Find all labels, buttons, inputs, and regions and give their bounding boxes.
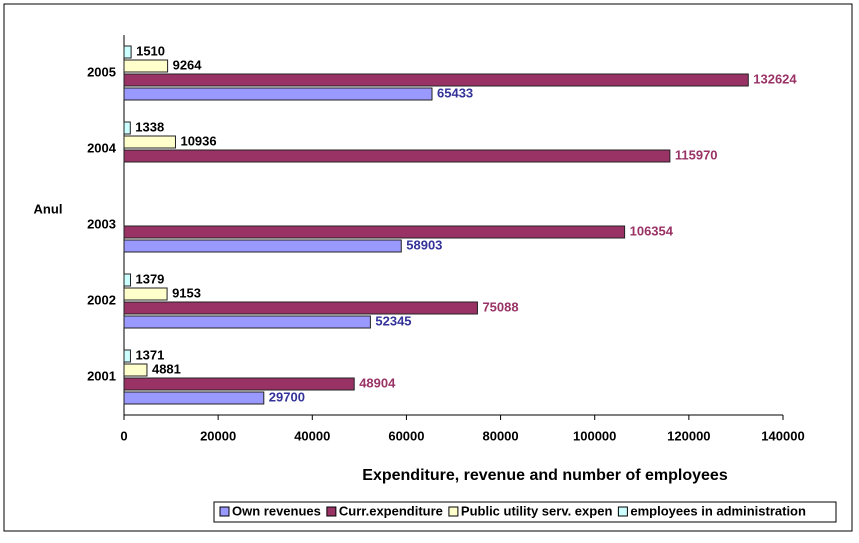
- legend-swatch: [326, 506, 337, 517]
- bar: [123, 273, 131, 287]
- data-label: 29700: [269, 389, 305, 404]
- bar: [123, 73, 749, 87]
- x-tick-label: 40000: [294, 428, 330, 443]
- bar: [123, 315, 371, 329]
- legend-swatch: [617, 506, 628, 517]
- y-tick-label: 2003: [87, 216, 116, 231]
- data-label: 1338: [135, 119, 164, 134]
- bar: [123, 301, 478, 315]
- bar: [123, 225, 626, 239]
- data-label: 1510: [136, 43, 165, 58]
- bar: [123, 349, 131, 363]
- legend-label: employees in administration: [630, 503, 806, 518]
- bar: [123, 121, 131, 135]
- y-tick-label: 2004: [87, 140, 117, 155]
- bar: [123, 59, 169, 73]
- data-label: 58903: [406, 237, 442, 252]
- bar: [123, 45, 132, 59]
- bar: [123, 135, 176, 149]
- x-tick-label: 120000: [667, 428, 710, 443]
- data-label: 65433: [437, 85, 473, 100]
- data-label: 75088: [482, 299, 518, 314]
- x-axis-title: Expenditure, revenue and number of emplo…: [362, 467, 728, 484]
- y-tick-label: 2001: [87, 368, 116, 383]
- data-label: 106354: [630, 223, 674, 238]
- data-label: 132624: [753, 71, 797, 86]
- legend-swatch: [448, 506, 459, 517]
- data-label: 10936: [180, 133, 216, 148]
- data-label: 1371: [135, 347, 164, 362]
- legend-box: [213, 501, 837, 523]
- x-tick-label: 140000: [761, 428, 804, 443]
- y-axis-title: Anul: [34, 201, 63, 216]
- x-tick-label: 100000: [573, 428, 616, 443]
- bar: [123, 377, 355, 391]
- data-label: 9264: [173, 57, 203, 72]
- data-label: 52345: [375, 313, 411, 328]
- legend-label: Own revenues: [232, 503, 321, 518]
- x-tick-label: 0: [120, 428, 127, 443]
- x-tick-label: 80000: [482, 428, 518, 443]
- data-label: 4881: [152, 361, 181, 376]
- data-label: 115970: [675, 147, 718, 162]
- y-tick-label: 2005: [87, 64, 116, 79]
- data-label: 9153: [172, 285, 201, 300]
- x-tick-label: 20000: [200, 428, 236, 443]
- data-label: 1379: [135, 271, 164, 286]
- legend-label: Curr.expenditure: [339, 503, 443, 518]
- legend-swatch: [219, 506, 230, 517]
- x-tick-label: 60000: [388, 428, 424, 443]
- data-label: 48904: [359, 375, 396, 390]
- bar: [123, 87, 433, 101]
- bar: [123, 287, 168, 301]
- bar: [123, 391, 265, 405]
- bar: [123, 363, 148, 377]
- bar: [123, 149, 671, 163]
- y-tick-label: 2002: [87, 292, 116, 307]
- bar: [123, 239, 402, 253]
- legend-label: Public utility serv. expen: [461, 503, 613, 518]
